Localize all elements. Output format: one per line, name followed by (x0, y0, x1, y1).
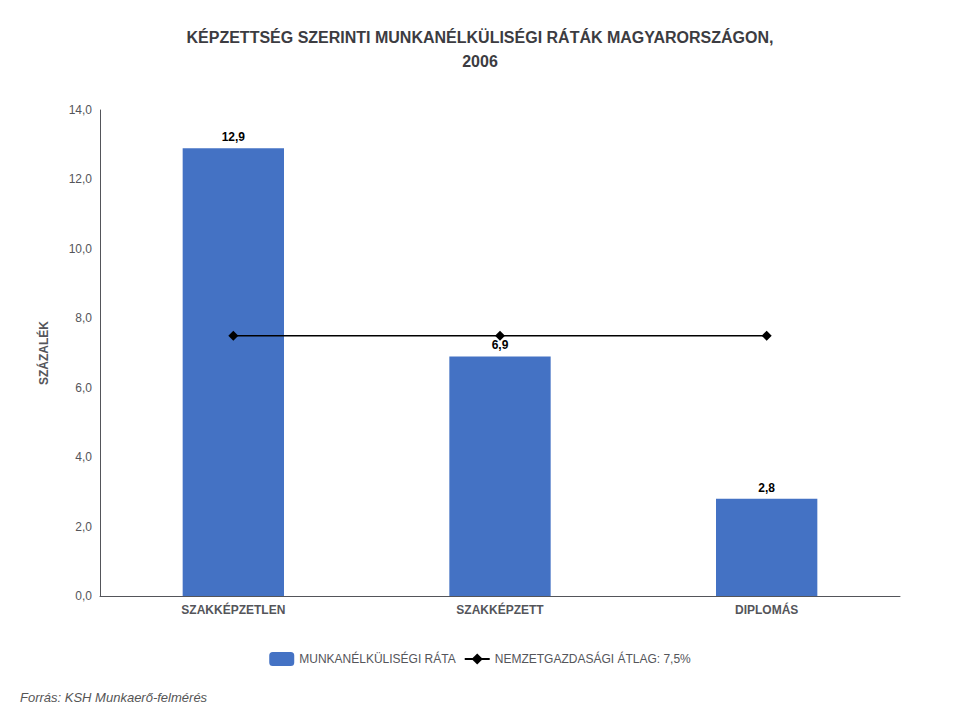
svg-text:SZAKKÉPZETLEN: SZAKKÉPZETLEN (181, 602, 285, 617)
svg-text:6,9: 6,9 (492, 338, 509, 352)
svg-text:12,0: 12,0 (69, 172, 93, 186)
svg-text:SZÁZALÉK: SZÁZALÉK (36, 321, 51, 385)
svg-text:2,0: 2,0 (75, 520, 92, 534)
svg-text:KÉPZETTSÉG SZERINTI MUNKANÉLKÜ: KÉPZETTSÉG SZERINTI MUNKANÉLKÜLISÉGI RÁT… (187, 28, 774, 46)
svg-text:Forrás: KSH Munkaerő-felmérés: Forrás: KSH Munkaerő-felmérés (20, 690, 208, 705)
svg-text:8,0: 8,0 (75, 311, 92, 325)
svg-text:NEMZETGAZDASÁGI ÁTLAG: 7,5%: NEMZETGAZDASÁGI ÁTLAG: 7,5% (495, 651, 691, 666)
svg-text:12,9: 12,9 (222, 130, 246, 144)
svg-text:14,0: 14,0 (69, 103, 93, 117)
svg-text:2006: 2006 (462, 53, 498, 70)
svg-text:SZAKKÉPZETT: SZAKKÉPZETT (456, 602, 544, 617)
svg-text:0,0: 0,0 (75, 589, 92, 603)
svg-text:MUNKANÉLKÜLISÉGI RÁTA: MUNKANÉLKÜLISÉGI RÁTA (299, 651, 455, 666)
svg-text:6,0: 6,0 (75, 381, 92, 395)
svg-text:10,0: 10,0 (69, 242, 93, 256)
svg-text:DIPLOMÁS: DIPLOMÁS (735, 602, 798, 617)
svg-text:4,0: 4,0 (75, 450, 92, 464)
svg-text:2,8: 2,8 (758, 481, 775, 495)
